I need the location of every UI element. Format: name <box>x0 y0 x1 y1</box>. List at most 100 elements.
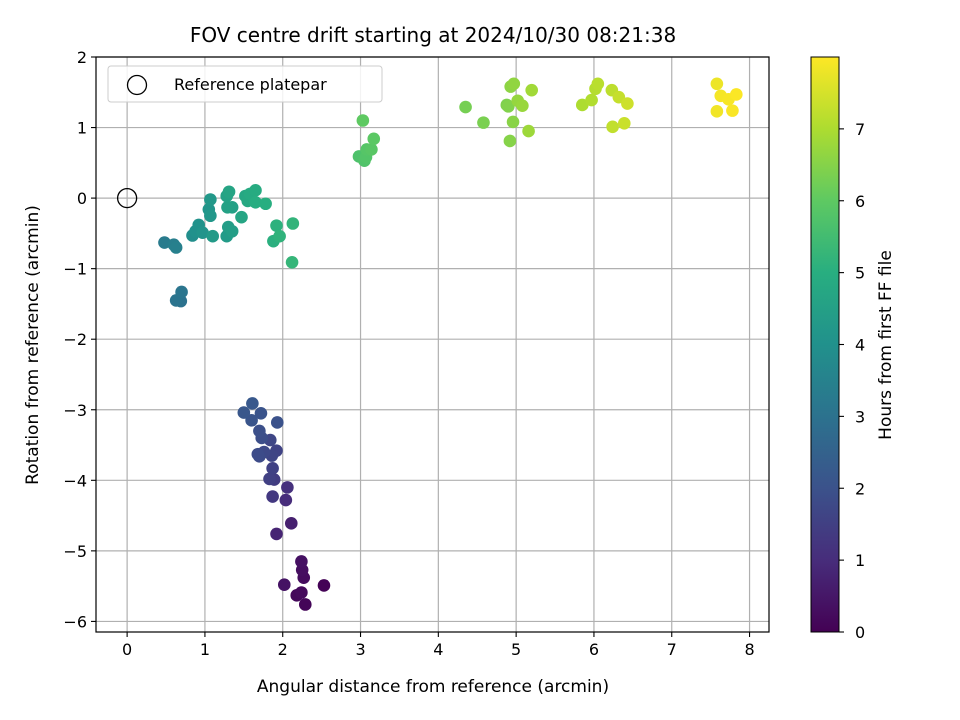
x-tick-label: 4 <box>433 640 443 659</box>
data-point <box>286 217 300 230</box>
data-point <box>235 210 248 224</box>
data-point <box>266 490 279 503</box>
data-point <box>621 97 634 110</box>
legend-marker-reference <box>126 74 148 96</box>
legend-box <box>107 65 383 103</box>
y-tick-label: −6 <box>63 612 87 631</box>
data-point <box>730 88 743 101</box>
axis-ticks: 0 1 2 3 4 5 6 7 8 −6 −5 −4 −3 −2 −1 0 1 2 <box>63 48 754 659</box>
data-point <box>726 104 739 117</box>
y-axis-label: Rotation from reference (arcmin) <box>23 205 43 485</box>
data-point <box>617 117 631 130</box>
data-point <box>277 578 291 592</box>
y-tick-label: 0 <box>77 189 87 208</box>
data-point <box>502 100 515 113</box>
data-point <box>263 472 276 486</box>
data-point <box>259 197 272 211</box>
data-point <box>266 462 279 475</box>
chart-title: FOV centre drift starting at 2024/10/30 … <box>190 23 676 47</box>
data-point <box>459 100 472 114</box>
data-point <box>295 555 308 568</box>
x-axis-label: Angular distance from reference (arcmin) <box>257 677 609 697</box>
plot-frame <box>95 56 770 633</box>
reference-layer <box>116 187 138 209</box>
data-point <box>206 229 220 243</box>
legend: Reference platepar <box>107 65 383 103</box>
colorbar-gradient <box>810 56 840 633</box>
data-point <box>270 219 283 232</box>
data-point <box>710 77 724 91</box>
data-point <box>585 93 598 107</box>
legend-label-reference: Reference platepar <box>174 75 327 94</box>
colorbar-ticks: 0 1 2 3 4 5 6 7 <box>839 120 865 642</box>
data-point <box>245 414 258 427</box>
data-point <box>249 196 262 209</box>
x-tick-label: 0 <box>122 640 132 659</box>
y-tick-label: −4 <box>63 471 87 490</box>
data-point <box>270 527 283 541</box>
colorbar-tick-label: 5 <box>855 264 865 283</box>
data-point <box>196 226 209 239</box>
data-point <box>507 77 521 91</box>
colorbar-tick-label: 4 <box>855 336 865 355</box>
data-point <box>516 99 529 112</box>
data-point <box>204 193 217 206</box>
grid <box>96 56 769 632</box>
colorbar: 0 1 2 3 4 5 6 7 Hours from first FF file <box>810 56 896 642</box>
colorbar-tick-label: 7 <box>855 120 865 139</box>
data-point <box>249 184 262 197</box>
x-tick-label: 6 <box>589 640 599 659</box>
colorbar-tick-label: 1 <box>855 551 865 570</box>
y-tick-label: 2 <box>77 48 87 67</box>
data-point <box>298 598 312 611</box>
data-point <box>237 406 251 419</box>
y-tick-label: 1 <box>77 119 87 138</box>
data-point <box>225 224 239 238</box>
colorbar-tick-label: 0 <box>855 623 865 642</box>
data-point <box>591 77 605 91</box>
y-tick-label: −5 <box>63 542 87 561</box>
data-point <box>606 120 619 134</box>
colorbar-label: Hours from first FF file <box>876 250 896 440</box>
data-point <box>222 185 236 199</box>
x-tick-label: 8 <box>744 640 754 659</box>
data-point <box>279 493 293 507</box>
y-tick-label: −2 <box>63 330 87 349</box>
x-tick-label: 1 <box>200 640 210 659</box>
x-tick-label: 3 <box>355 640 365 659</box>
data-point <box>365 143 378 156</box>
data-point <box>246 397 259 410</box>
data-point <box>169 241 183 254</box>
data-point <box>175 285 188 299</box>
data-point <box>204 209 217 223</box>
data-points <box>158 77 743 611</box>
x-tick-label: 2 <box>278 640 288 659</box>
data-point <box>575 98 589 112</box>
y-tick-label: −1 <box>63 260 87 279</box>
data-point <box>251 447 265 461</box>
x-tick-label: 5 <box>511 640 521 659</box>
y-tick-label: −3 <box>63 401 87 420</box>
data-point <box>253 424 266 438</box>
data-point <box>477 116 490 129</box>
x-tick-label: 7 <box>667 640 677 659</box>
data-point <box>525 83 538 97</box>
colorbar-tick-label: 2 <box>855 479 865 498</box>
data-point <box>506 115 520 129</box>
data-point <box>285 256 299 269</box>
data-point <box>270 416 284 429</box>
data-point <box>284 517 298 530</box>
data-point <box>281 481 294 494</box>
data-point <box>710 105 724 118</box>
data-point <box>221 200 234 214</box>
colorbar-tick-label: 6 <box>855 192 865 211</box>
data-point <box>367 132 381 146</box>
data-point <box>356 114 370 127</box>
data-point <box>503 134 517 148</box>
data-point <box>273 229 286 243</box>
data-point <box>295 586 308 599</box>
reference-marker <box>116 187 138 209</box>
colorbar-tick-label: 3 <box>855 407 865 426</box>
data-point <box>522 124 535 138</box>
